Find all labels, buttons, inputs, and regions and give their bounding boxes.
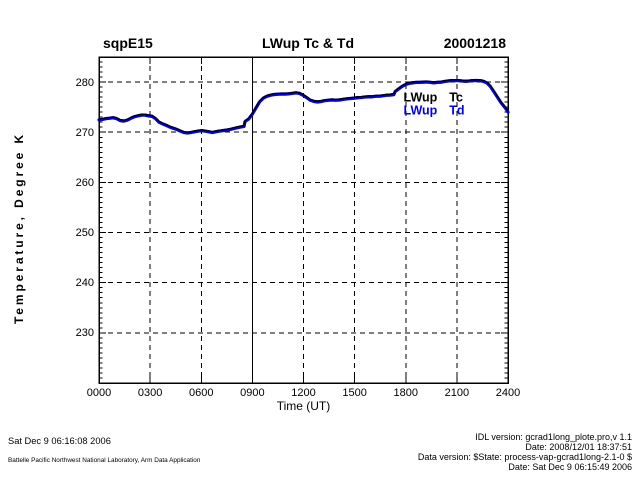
- svg-text:sqpE15: sqpE15: [103, 35, 153, 51]
- svg-text:Data version: $State: process-: Data version: $State: process-vap-gcrad1…: [418, 452, 632, 462]
- svg-text:Battelle Pacific Northwest Nat: Battelle Pacific Northwest National Labo…: [8, 457, 201, 464]
- svg-text:0000: 0000: [87, 387, 111, 399]
- svg-text:1500: 1500: [342, 387, 366, 399]
- svg-text:20001218: 20001218: [444, 35, 507, 51]
- svg-text:LWup Tc & Td: LWup Tc & Td: [262, 35, 354, 51]
- svg-text:0600: 0600: [189, 387, 213, 399]
- svg-text:Sat Dec 9 06:16:08 2006: Sat Dec 9 06:16:08 2006: [8, 436, 111, 446]
- svg-text:Date: Sat Dec 9 06:15:49 2006: Date: Sat Dec 9 06:15:49 2006: [508, 462, 632, 472]
- svg-text:0900: 0900: [240, 387, 264, 399]
- svg-text:270: 270: [76, 127, 94, 139]
- svg-text:IDL version: gcrad1long_plote.: IDL version: gcrad1long_plote.pro,v 1.1: [475, 432, 632, 442]
- svg-text:Date: 2008/12/01 18:37:51: Date: 2008/12/01 18:37:51: [525, 442, 632, 452]
- svg-text:Temperature, Degree K: Temperature, Degree K: [12, 132, 26, 324]
- svg-text:0300: 0300: [138, 387, 162, 399]
- svg-text:1200: 1200: [291, 387, 315, 399]
- svg-text:2100: 2100: [445, 387, 469, 399]
- svg-text:Time (UT): Time (UT): [277, 399, 331, 413]
- svg-text:1800: 1800: [394, 387, 418, 399]
- svg-text:2400: 2400: [496, 387, 520, 399]
- svg-text:230: 230: [76, 327, 94, 339]
- svg-text:250: 250: [76, 227, 94, 239]
- svg-text:280: 280: [76, 77, 94, 89]
- svg-text:240: 240: [76, 277, 94, 289]
- svg-text:260: 260: [76, 177, 94, 189]
